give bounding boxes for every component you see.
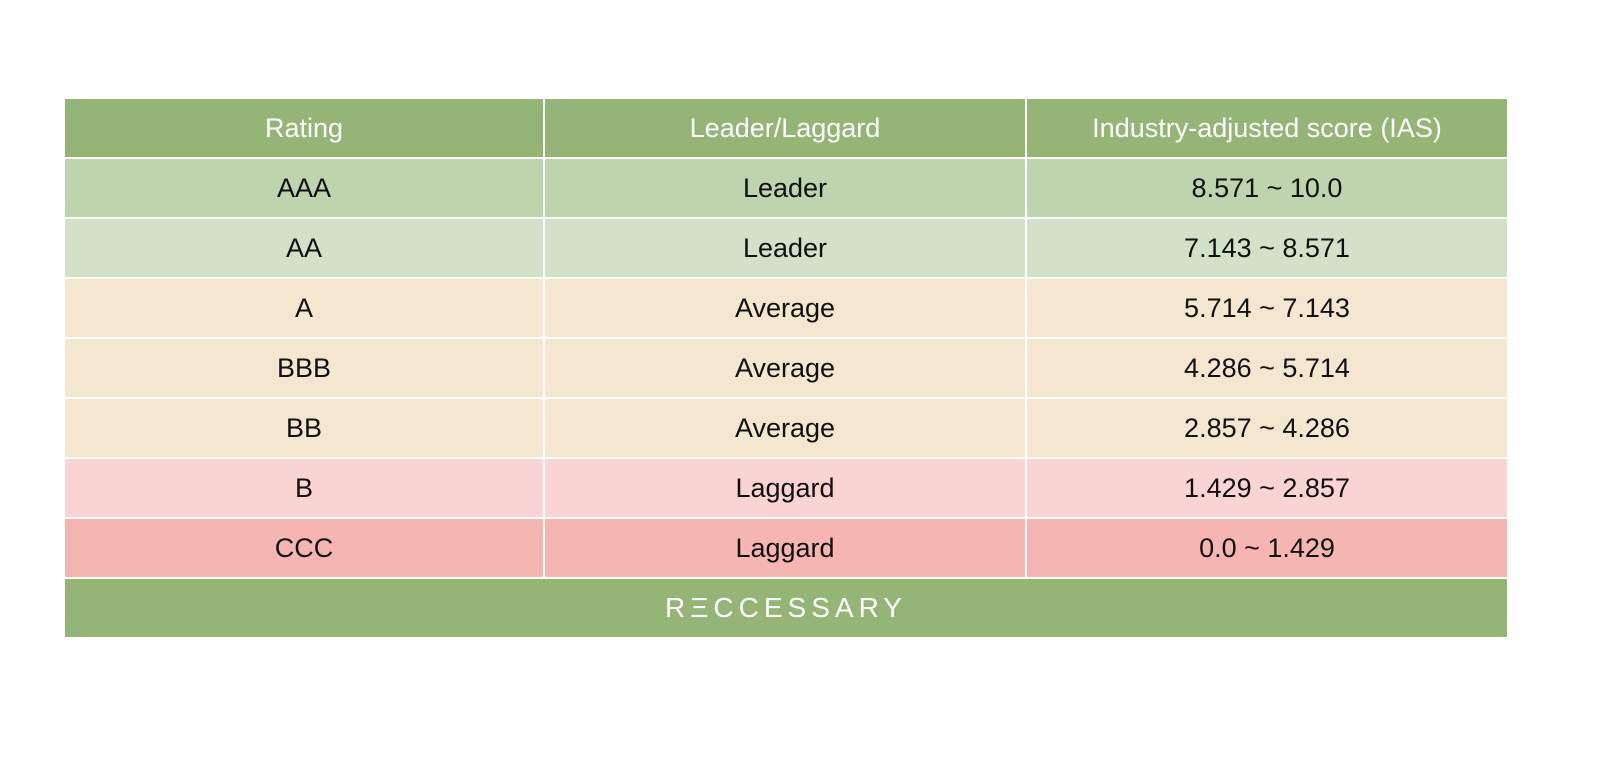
rating-cell: CCC xyxy=(63,517,545,579)
table-row: BBB Average 4.286 ~ 5.714 xyxy=(63,337,1509,399)
table-row: AAA Leader 8.571 ~ 10.0 xyxy=(63,157,1509,219)
footer-cell: RΞCCESSARY xyxy=(63,577,1509,639)
score-cell: 4.286 ~ 5.714 xyxy=(1025,337,1509,399)
rating-table: Rating Leader/Laggard Industry-adjusted … xyxy=(63,97,1509,639)
rating-cell: BBB xyxy=(63,337,545,399)
table-row: AA Leader 7.143 ~ 8.571 xyxy=(63,217,1509,279)
rating-cell: A xyxy=(63,277,545,339)
table-row: BB Average 2.857 ~ 4.286 xyxy=(63,397,1509,459)
table-row: B Laggard 1.429 ~ 2.857 xyxy=(63,457,1509,519)
rating-cell: BB xyxy=(63,397,545,459)
score-cell: 7.143 ~ 8.571 xyxy=(1025,217,1509,279)
header-leader-laggard: Leader/Laggard xyxy=(543,97,1027,159)
category-cell: Laggard xyxy=(543,517,1027,579)
category-cell: Average xyxy=(543,337,1027,399)
table-row: A Average 5.714 ~ 7.143 xyxy=(63,277,1509,339)
rating-table-container: Rating Leader/Laggard Industry-adjusted … xyxy=(63,97,1509,639)
score-cell: 0.0 ~ 1.429 xyxy=(1025,517,1509,579)
category-cell: Laggard xyxy=(543,457,1027,519)
score-cell: 2.857 ~ 4.286 xyxy=(1025,397,1509,459)
rating-cell: B xyxy=(63,457,545,519)
table-footer-row: RΞCCESSARY xyxy=(63,577,1509,639)
header-ias: Industry-adjusted score (IAS) xyxy=(1025,97,1509,159)
rating-cell: AA xyxy=(63,217,545,279)
table-row: CCC Laggard 0.0 ~ 1.429 xyxy=(63,517,1509,579)
header-rating: Rating xyxy=(63,97,545,159)
table-header-row: Rating Leader/Laggard Industry-adjusted … xyxy=(63,97,1509,159)
score-cell: 1.429 ~ 2.857 xyxy=(1025,457,1509,519)
brand-logo: RΞCCESSARY xyxy=(665,592,907,623)
rating-cell: AAA xyxy=(63,157,545,219)
category-cell: Leader xyxy=(543,217,1027,279)
category-cell: Average xyxy=(543,397,1027,459)
category-cell: Average xyxy=(543,277,1027,339)
score-cell: 8.571 ~ 10.0 xyxy=(1025,157,1509,219)
category-cell: Leader xyxy=(543,157,1027,219)
score-cell: 5.714 ~ 7.143 xyxy=(1025,277,1509,339)
